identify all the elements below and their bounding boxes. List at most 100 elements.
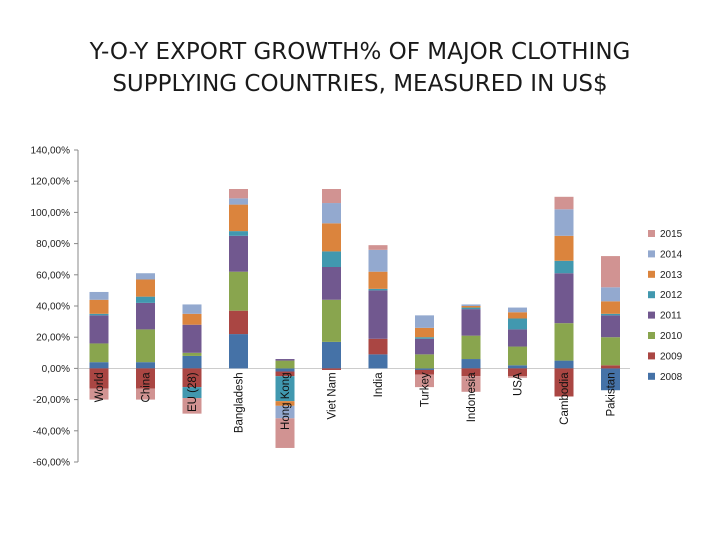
category-label: World <box>94 372 106 402</box>
bar-segment-2015 <box>229 189 248 199</box>
bar-segment-2014 <box>275 405 295 419</box>
bar-segment-2011 <box>508 329 527 347</box>
bar-segment-2008 <box>89 362 109 369</box>
bar-segment-2014 <box>182 304 202 314</box>
bar-segment-2008 <box>554 360 574 369</box>
bar-segment-2012 <box>182 387 202 399</box>
category-label: Hong Kong <box>280 372 292 430</box>
bar-segment-2008 <box>229 334 248 369</box>
y-tick-label: 140,00% <box>31 146 71 157</box>
bar-segment-2009 <box>182 368 202 388</box>
bar-segment-2014 <box>229 198 248 205</box>
bar-segment-2014 <box>368 249 388 272</box>
bar-segment-2010 <box>601 337 620 366</box>
legend-swatch-2010 <box>648 332 655 339</box>
bar-segment-2013 <box>89 299 109 314</box>
bar-segment-2013 <box>601 301 620 314</box>
bar-segment-2015 <box>368 245 388 250</box>
category-label: India <box>373 372 385 398</box>
bar-segment-2013 <box>461 306 481 308</box>
bar-segment-2009 <box>601 365 620 369</box>
legend-swatch-2008 <box>648 372 655 380</box>
bar-segment-2011 <box>601 315 620 338</box>
bar-segment-2011 <box>136 302 155 330</box>
category-label: Turkey <box>420 372 432 407</box>
bar-segment-2015 <box>275 418 295 448</box>
bar-segment-2009 <box>368 338 388 355</box>
category-label: Viet Nam <box>327 372 339 419</box>
bar-segment-2010 <box>275 360 295 369</box>
bar-segment-2009 <box>415 369 434 375</box>
bar-segment-2013 <box>275 401 295 406</box>
legend-label: 2011 <box>660 311 682 322</box>
bar-segment-2015 <box>601 256 620 288</box>
bar-segment-2010 <box>508 346 527 366</box>
bar-segment-2011 <box>275 359 295 361</box>
bar-segment-2009 <box>89 368 109 389</box>
category-label: China <box>141 372 153 403</box>
legend-label: 2008 <box>660 372 683 383</box>
bar-segment-2013 <box>415 327 434 338</box>
legend-label: 2009 <box>660 351 683 362</box>
bar-segment-2008 <box>461 359 481 369</box>
bar-segment-2012 <box>136 296 155 303</box>
bar-segment-2013 <box>508 312 527 319</box>
bar-segment-2008 <box>601 368 620 391</box>
chart-title-line-2: SUPPLYING COUNTRIES, MEASURED IN US$ <box>112 71 608 97</box>
bar-segment-2008 <box>275 368 295 372</box>
bar-segment-2009 <box>322 368 341 370</box>
bar-segment-2013 <box>136 279 155 297</box>
bar-segment-2011 <box>229 235 248 272</box>
bar-segment-2012 <box>508 318 527 330</box>
bar-segment-2010 <box>229 271 248 311</box>
bar-segment-2010 <box>136 329 155 363</box>
bar-segment-2014 <box>322 203 341 224</box>
bar-segment-2014 <box>136 273 155 280</box>
bar-segment-2013 <box>322 223 341 252</box>
y-tick-label: 100,00% <box>31 208 71 219</box>
bar-segment-2011 <box>89 315 109 344</box>
bar-segment-2009 <box>508 368 527 377</box>
legend-label: 2015 <box>660 229 683 240</box>
bar-series-group <box>89 189 620 448</box>
bar-segment-2014 <box>508 307 527 313</box>
chart-title: Y-O-Y EXPORT GROWTH% OF MAJOR CLOTHING S… <box>0 36 720 100</box>
bar-segment-2009 <box>136 368 155 389</box>
bar-segment-2011 <box>322 267 341 300</box>
bar-segment-2008 <box>508 365 527 369</box>
legend-swatch-2013 <box>648 270 655 278</box>
bar-segment-2010 <box>461 335 481 360</box>
bar-segment-2010 <box>322 299 341 342</box>
y-tick-label: 120,00% <box>31 177 71 188</box>
bar-segment-2012 <box>415 337 434 339</box>
y-tick-label: -60,00% <box>33 458 70 469</box>
legend-swatch-2012 <box>648 291 655 299</box>
bar-segment-2014 <box>89 291 109 300</box>
category-label: Pakistan <box>606 372 618 416</box>
bar-segment-2010 <box>415 354 434 369</box>
bar-segment-2011 <box>182 324 202 353</box>
y-tick-label: 20,00% <box>36 333 70 344</box>
bar-segment-2015 <box>415 374 434 388</box>
bar-segment-2013 <box>182 313 202 325</box>
bar-segment-2012 <box>275 376 295 402</box>
legend: 2015 2014 2013 2012 2011 2010 2009 2008 <box>648 229 683 383</box>
bar-segment-2012 <box>322 251 341 267</box>
bar-segment-2008 <box>322 341 341 369</box>
bar-segment-2014 <box>415 315 434 328</box>
category-labels: World China EU (28) Bangladesh Hong Kong Viet… <box>94 372 618 433</box>
bar-segment-2012 <box>554 260 574 274</box>
y-tick-label: -20,00% <box>33 395 70 406</box>
bar-segment-2015 <box>322 189 341 204</box>
bar-segment-2009 <box>229 310 248 335</box>
legend-swatch-2014 <box>648 250 655 258</box>
bar-segment-2014 <box>601 287 620 302</box>
bar-segment-2009 <box>554 368 574 397</box>
bar-segment-2008 <box>368 354 388 369</box>
legend-swatch-2015 <box>648 230 655 237</box>
bar-segment-2012 <box>601 313 620 316</box>
bar-segment-2009 <box>461 368 481 377</box>
bar-segment-2012 <box>89 313 109 316</box>
bar-segment-2009 <box>275 371 295 377</box>
